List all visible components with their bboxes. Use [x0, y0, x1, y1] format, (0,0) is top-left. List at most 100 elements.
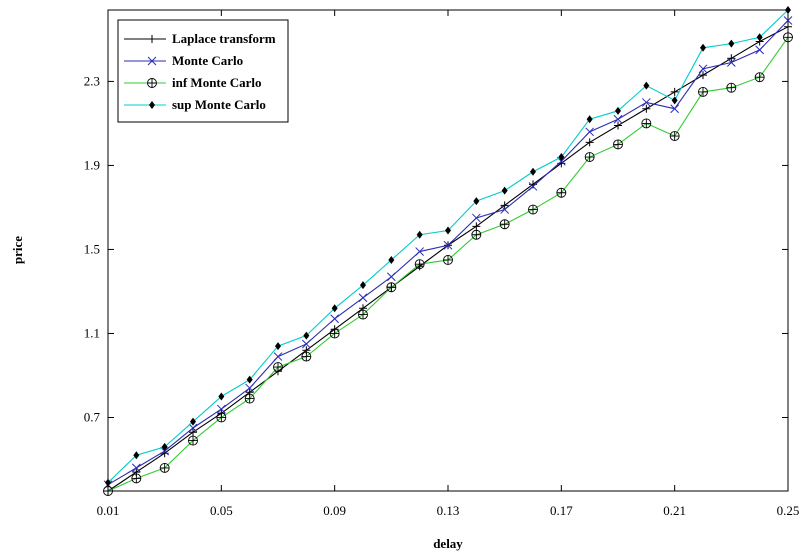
legend-label: sup Monte Carlo — [172, 97, 266, 112]
data-point — [471, 229, 482, 240]
data-point — [726, 82, 737, 93]
data-point — [245, 383, 255, 393]
legend-marker — [149, 101, 155, 109]
y-tick-label: 0.7 — [84, 409, 101, 424]
x-tick-label: 0.09 — [323, 503, 346, 518]
data-point — [188, 435, 198, 446]
legend: Laplace transform Monte Carlo inf Monte Ca… — [117, 19, 289, 123]
data-point — [131, 463, 141, 473]
legend-marker — [147, 78, 157, 88]
data-point — [613, 139, 623, 150]
data-point — [556, 187, 567, 198]
data-point — [246, 375, 253, 384]
data-point — [216, 404, 226, 414]
x-tick-label: 0.25 — [777, 503, 800, 518]
data-point — [360, 281, 366, 290]
data-point — [388, 255, 395, 264]
data-point — [218, 392, 225, 401]
data-point — [471, 213, 481, 223]
y-tick-label: 2.3 — [84, 73, 100, 88]
data-point — [301, 351, 312, 362]
data-point — [585, 127, 595, 137]
data-point — [784, 22, 792, 31]
data-point — [160, 446, 170, 456]
data-point — [416, 230, 423, 239]
data-point — [698, 64, 708, 74]
legend-label: Laplace transform — [172, 31, 276, 46]
data-point — [755, 45, 765, 55]
legend-marker — [147, 56, 157, 66]
data-point — [615, 106, 621, 115]
series-layer — [103, 6, 793, 496]
data-point — [386, 282, 397, 293]
data-point — [216, 412, 227, 423]
data-point — [330, 314, 340, 324]
y-tick-label: 1.9 — [84, 157, 100, 172]
data-point — [728, 39, 735, 48]
data-point — [273, 352, 283, 361]
data-point — [530, 167, 536, 176]
data-point — [386, 272, 396, 282]
data-point — [473, 197, 480, 206]
data-point — [244, 393, 255, 404]
data-point — [445, 226, 451, 235]
data-point — [558, 153, 565, 162]
data-point — [273, 362, 283, 373]
data-point — [783, 32, 793, 43]
data-point — [528, 182, 538, 191]
x-axis-label: delay — [433, 536, 463, 551]
data-point — [756, 33, 763, 42]
x-tick-label: 0.17 — [550, 503, 573, 518]
data-point — [700, 43, 706, 52]
data-point — [585, 138, 594, 147]
data-point — [358, 293, 368, 303]
data-point — [105, 478, 111, 487]
data-point — [783, 16, 793, 25]
y-tick-label: 1.1 — [84, 325, 100, 340]
data-point — [443, 240, 453, 250]
x-tick-label: 0.05 — [210, 503, 233, 518]
y-axis-label: price — [10, 236, 25, 264]
x-tick-label: 0.01 — [97, 503, 120, 518]
data-point — [698, 86, 708, 97]
data-point — [133, 451, 140, 460]
data-point — [331, 304, 338, 313]
series-inf-monte-carlo — [103, 32, 793, 496]
data-point — [642, 104, 651, 113]
legend-item: Monte Carlo — [124, 53, 243, 68]
data-point — [500, 201, 509, 210]
data-point — [358, 309, 368, 320]
legend-item: inf Monte Carlo — [124, 75, 262, 90]
x-tick-label: 0.21 — [663, 503, 686, 518]
data-point — [159, 462, 170, 473]
data-point — [189, 428, 197, 437]
data-point — [754, 72, 765, 83]
x-tick-label: 0.13 — [437, 503, 460, 518]
data-point — [584, 152, 595, 162]
data-point — [614, 121, 622, 130]
legend-item: sup Monte Carlo — [124, 97, 266, 112]
data-point — [275, 342, 281, 351]
data-point — [669, 131, 680, 141]
data-point — [671, 96, 678, 105]
data-point — [670, 87, 679, 96]
data-point — [190, 417, 196, 426]
data-point — [643, 81, 650, 90]
data-point — [641, 98, 651, 107]
data-point — [301, 339, 311, 349]
legend-item: Laplace transform — [124, 31, 276, 46]
data-point — [500, 205, 510, 214]
y-tick-label: 1.5 — [84, 241, 100, 256]
data-point — [528, 204, 538, 215]
data-point — [329, 328, 340, 339]
series-monte-carlo — [103, 16, 793, 490]
legend-items: Laplace transform Monte Carlo inf Monte Ca… — [124, 31, 276, 112]
data-point — [415, 247, 425, 256]
data-point — [641, 118, 652, 129]
data-point — [414, 259, 425, 270]
ticks-layer: 0.01 0.05 0.09 0.13 0.17 0.21 0.25 0.7 1.1 1.5 1.9… — [84, 10, 800, 518]
data-point — [472, 222, 481, 231]
data-point — [586, 115, 593, 124]
legend-label: Monte Carlo — [172, 53, 243, 68]
